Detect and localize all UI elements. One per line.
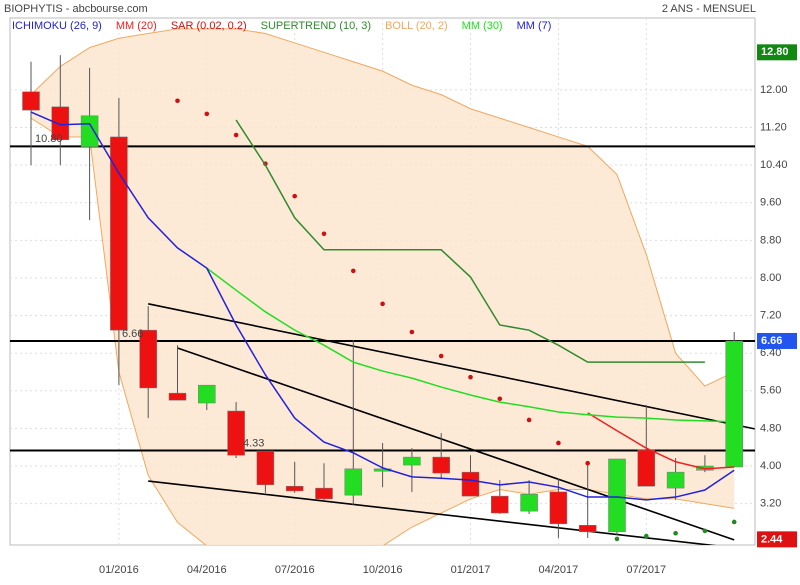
- y-tick-label: 7.20: [760, 309, 781, 321]
- hline-label: 6.66: [122, 328, 143, 340]
- sar-dot: [526, 417, 532, 423]
- sar-dot: [556, 440, 561, 446]
- x-tick-label: 01/2016: [99, 564, 139, 576]
- indicator-line: [587, 412, 735, 470]
- sar-dot: [233, 132, 239, 138]
- sar-dot: [585, 460, 590, 466]
- candle-body: [549, 491, 568, 525]
- price-tag-label: 2.44: [761, 533, 783, 545]
- x-tick-label: 10/2016: [363, 564, 403, 576]
- candle-body: [22, 91, 40, 111]
- y-tick-label: 4.80: [760, 422, 781, 434]
- candle-body: [315, 487, 333, 500]
- sar-dot: [175, 98, 180, 104]
- x-tick-label: 07/2017: [626, 564, 666, 576]
- sar-dot: [614, 536, 620, 542]
- candle-body: [285, 485, 304, 492]
- sar-dot: [438, 353, 444, 359]
- candle-body: [491, 495, 509, 514]
- candle-body: [110, 136, 128, 331]
- candle-body: [666, 471, 685, 489]
- sar-dot: [409, 329, 415, 335]
- price-tag-label: 12.80: [761, 46, 789, 58]
- candle-body: [725, 340, 743, 468]
- legend-entry: SUPERTREND (10, 3): [261, 20, 371, 32]
- price-tag: [757, 332, 797, 349]
- trendline: [148, 303, 755, 430]
- candle-body: [139, 329, 157, 389]
- sar-dot: [702, 528, 708, 534]
- candle-body: [637, 449, 656, 487]
- candle-body: [432, 456, 450, 474]
- sar-dot: [204, 111, 210, 117]
- candle-body: [227, 410, 245, 456]
- sar-dot: [644, 533, 649, 539]
- hline-label: 10.80: [35, 133, 63, 145]
- legend-entry: MM (30): [462, 20, 503, 32]
- x-tick-label: 04/2017: [539, 564, 579, 576]
- sar-dot: [292, 193, 298, 199]
- candle-body: [51, 106, 70, 141]
- indicator-line: [235, 119, 705, 363]
- sar-dot: [497, 396, 503, 402]
- period: 2 ANS - MENSUEL: [662, 3, 756, 15]
- y-tick-label: 9.60: [760, 197, 781, 209]
- trendline: [177, 347, 735, 541]
- sar-dot: [380, 301, 385, 307]
- band-upper: [30, 28, 735, 387]
- candle-body: [80, 115, 99, 148]
- y-tick-label: 8.00: [760, 272, 781, 284]
- indicator-line: [206, 267, 735, 423]
- x-tick-label: 07/2016: [275, 564, 315, 576]
- indicator-line: [30, 111, 735, 501]
- y-tick-label: 10.40: [760, 159, 788, 171]
- candle-body: [256, 450, 275, 486]
- candle-body: [344, 468, 363, 496]
- plot-layers: [10, 18, 755, 545]
- y-tick-label: 5.60: [760, 385, 781, 397]
- y-tick-label: 4.00: [760, 460, 781, 472]
- trendline: [148, 480, 717, 545]
- y-tick-label: 6.40: [760, 347, 781, 359]
- candle-body: [461, 471, 480, 497]
- sar-dot: [731, 519, 737, 525]
- price-tag: [757, 531, 797, 548]
- legend-entry: MM (20): [116, 20, 157, 32]
- hline-label: 4.33: [243, 437, 264, 449]
- x-tick-label: 04/2016: [187, 564, 227, 576]
- candle-body: [578, 525, 597, 533]
- candle-body: [403, 456, 421, 466]
- candle-body: [168, 392, 187, 401]
- sar-dot: [673, 530, 678, 536]
- y-tick-label: 12.00: [760, 84, 788, 96]
- legend-entry: BOLL (20, 2): [385, 20, 448, 32]
- sar-dot: [351, 268, 356, 274]
- candle-body: [520, 493, 538, 512]
- legend-entry: MM (7): [517, 20, 552, 32]
- candle-body: [608, 458, 626, 533]
- y-tick-label: 8.80: [760, 234, 781, 246]
- candle-body: [198, 384, 216, 404]
- legend-entry: ICHIMOKU (26, 9): [12, 20, 102, 32]
- x-tick-label: 01/2017: [451, 564, 491, 576]
- legend-entry: SAR (0.02, 0.2): [171, 20, 247, 32]
- sar-dot: [321, 231, 327, 237]
- y-tick-label: 3.20: [760, 498, 781, 510]
- price-tag-label: 6.66: [761, 335, 782, 347]
- y-tick-label: 11.20: [760, 121, 787, 133]
- sar-dot: [468, 374, 473, 380]
- band-fill: [31, 28, 735, 545]
- chart-title: BIOPHYTIS - abcbourse.com: [4, 3, 148, 15]
- price-tag: [757, 44, 797, 61]
